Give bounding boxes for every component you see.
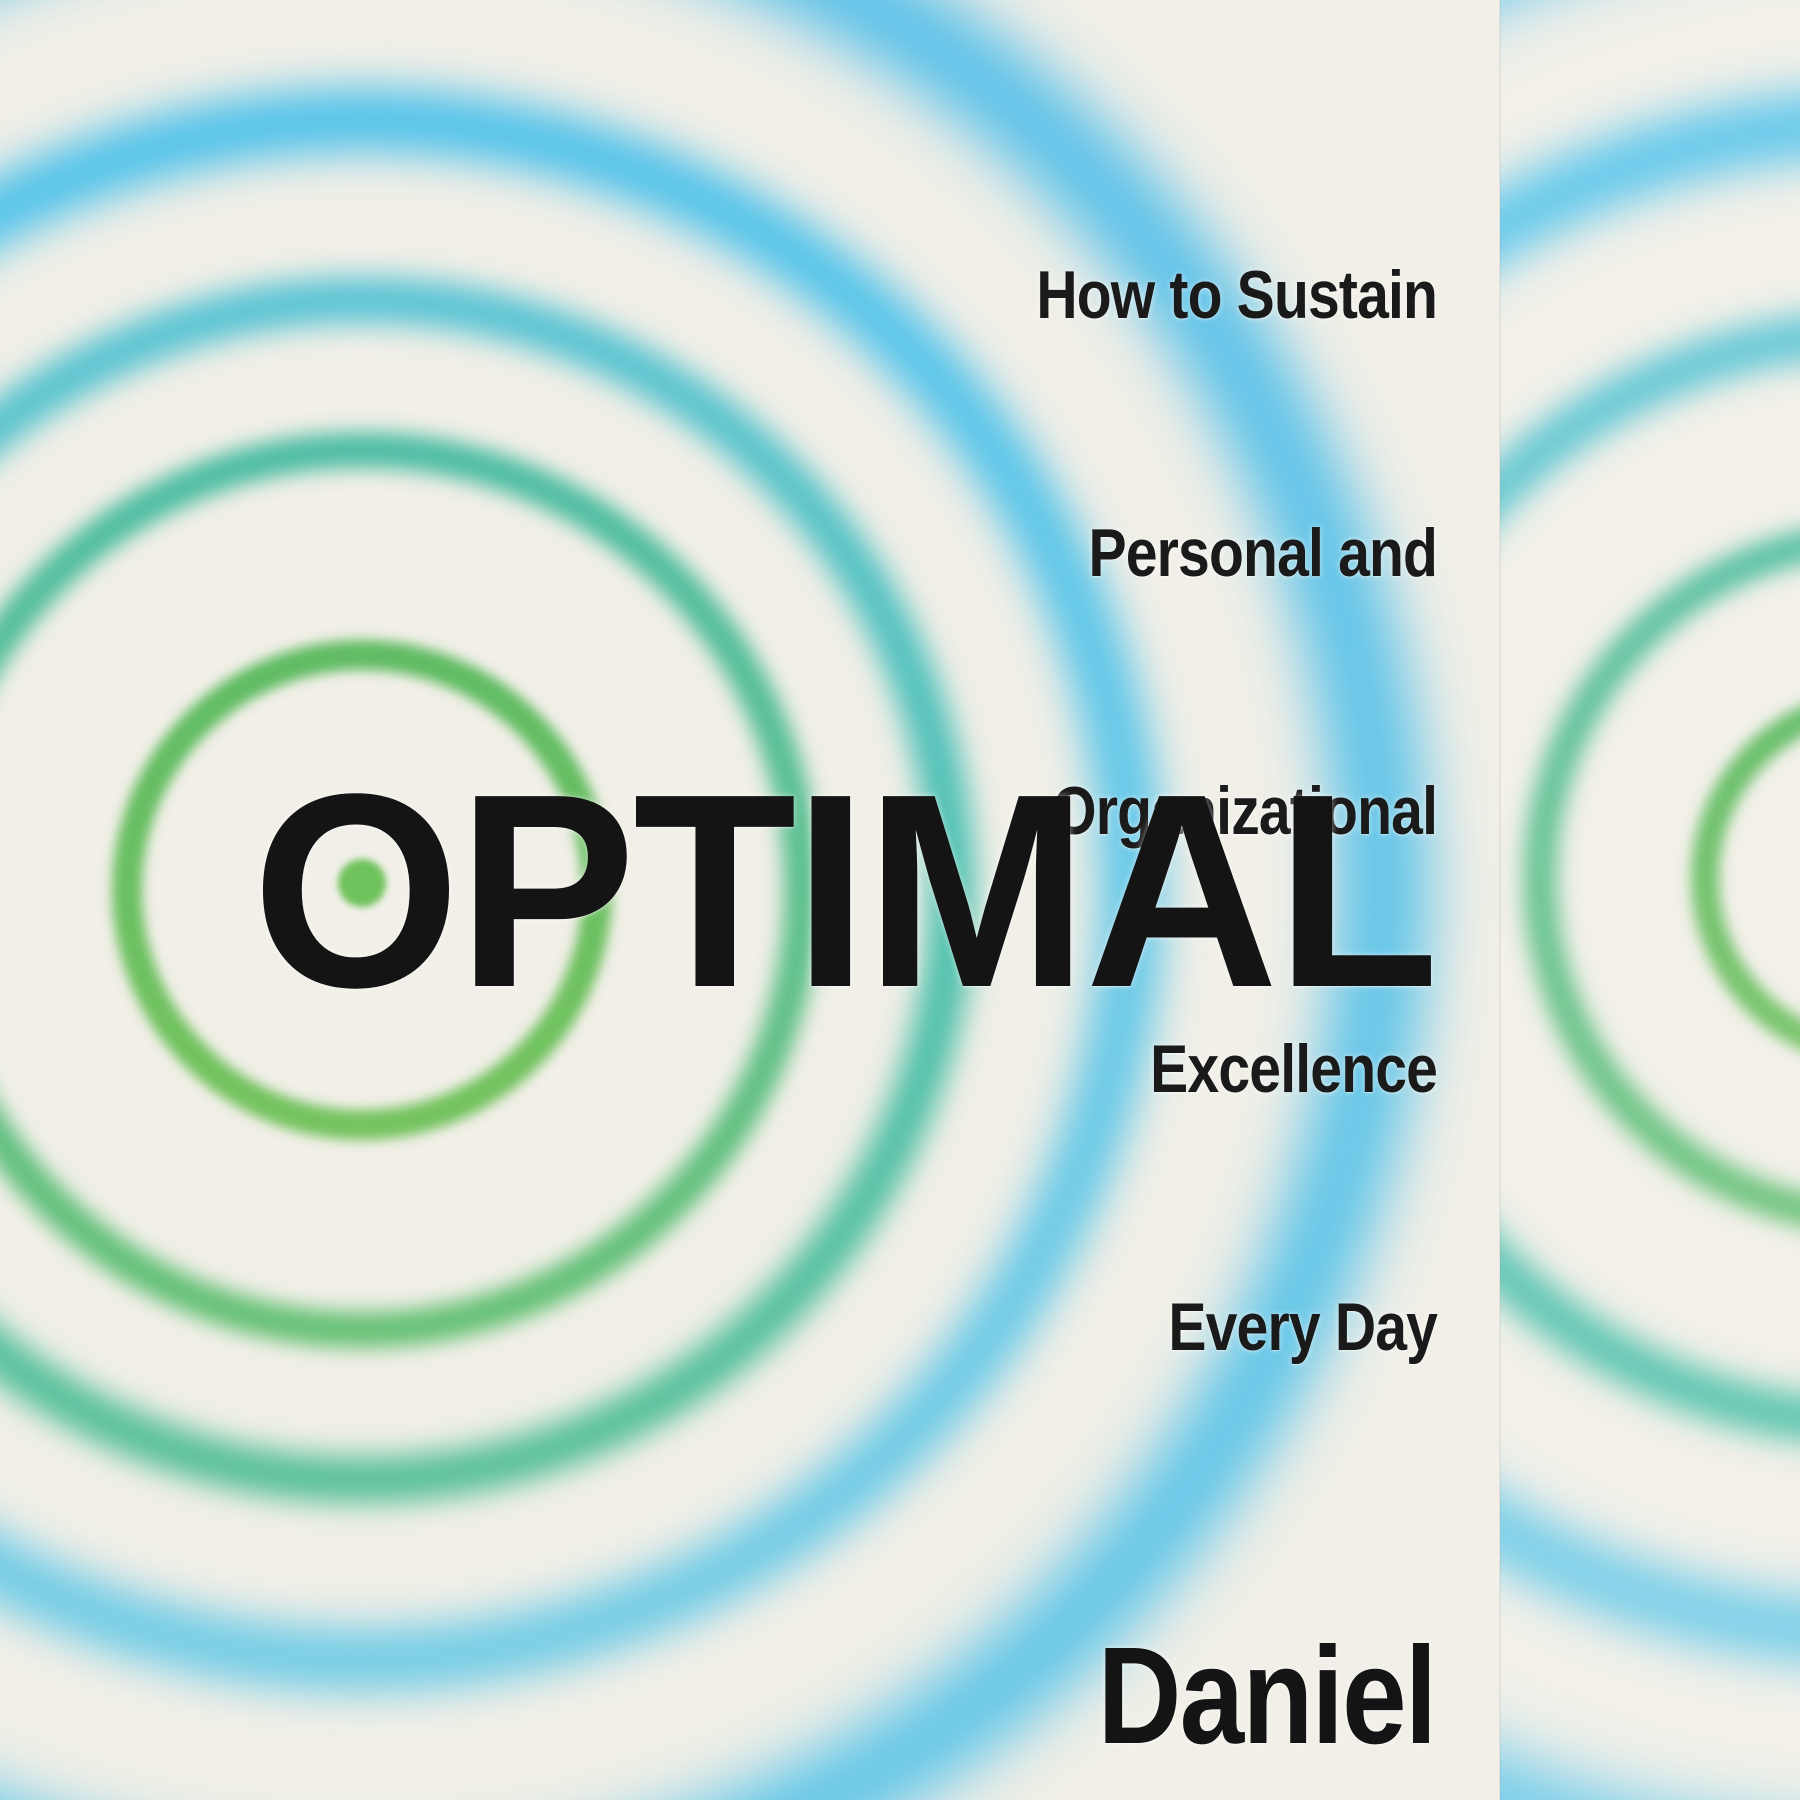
- author-line-1: Daniel: [1097, 1619, 1436, 1773]
- subtitle-line-2: Personal and: [1088, 515, 1437, 591]
- right-strip-wash: [1500, 0, 1800, 1800]
- subtitle-line-5: Every Day: [1168, 1289, 1438, 1365]
- author-names: Daniel Goleman, Cary Cherniss: [765, 1376, 1436, 1800]
- ripple-group-left: [0, 0, 1427, 1800]
- subtitle: How to Sustain Personal and Organization…: [1036, 80, 1438, 1542]
- center-dot: [338, 859, 386, 907]
- seam-line: [1499, 0, 1501, 1800]
- book-title: OPTIMAL: [252, 737, 1439, 1045]
- subtitle-line-4: Excellence: [1150, 1031, 1438, 1107]
- ripple-ring: [1691, 706, 1800, 1050]
- ripple-ring: [0, 432, 820, 1348]
- ripple-ring: [0, 277, 975, 1503]
- subtitle-line-3: Organizational: [1052, 773, 1438, 849]
- ripple-ring: [112, 640, 612, 1140]
- ripple-ring: [0, 89, 1163, 1691]
- ripple-ring: [0, 0, 1427, 1800]
- subtitle-line-1: How to Sustain: [1036, 257, 1438, 333]
- ripple-ring: [1523, 530, 1800, 1226]
- ripple-group-right: [1500, 0, 1800, 1800]
